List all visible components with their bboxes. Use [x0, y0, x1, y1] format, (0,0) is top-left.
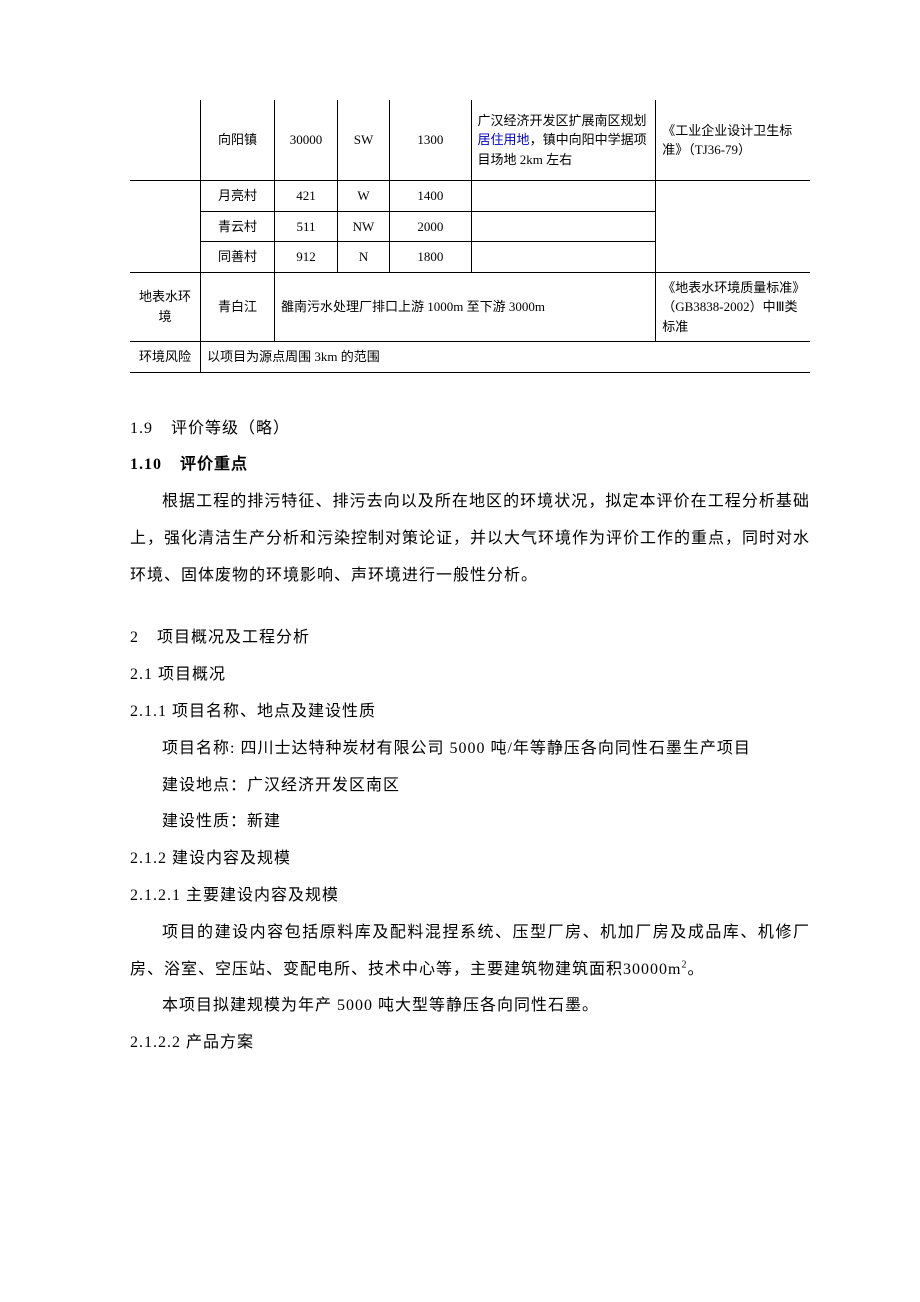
cell-std: 《工业企业设计卫生标准》（TJ36-79） — [656, 100, 810, 181]
landuse-link: 居住用地 — [478, 132, 530, 147]
heading-2-1: 2.1 项目概况 — [130, 657, 810, 694]
heading-2-1-2: 2.1.2 建设内容及规模 — [130, 841, 810, 878]
cell-dir: W — [337, 181, 389, 212]
cell-pop: 30000 — [274, 100, 337, 181]
heading-2-1-2-2: 2.1.2.2 产品方案 — [130, 1025, 810, 1062]
cell-town: 月亮村 — [201, 181, 275, 212]
heading-1-9: 1.9评价等级（略） — [130, 411, 810, 448]
cell-desc — [471, 242, 656, 273]
cell-blank — [130, 181, 201, 273]
cell-pop: 912 — [274, 242, 337, 273]
evaluation-scope-table: 向阳镇 30000 SW 1300 广汉经济开发区扩展南区规划居住用地，镇中向阳… — [130, 100, 810, 373]
cell-dist: 1400 — [390, 181, 471, 212]
table-row: 向阳镇 30000 SW 1300 广汉经济开发区扩展南区规划居住用地，镇中向阳… — [130, 100, 810, 181]
cell-desc: 广汉经济开发区扩展南区规划居住用地，镇中向阳中学据项目场地 2km 左右 — [471, 100, 656, 181]
spacer — [130, 594, 810, 620]
heading-2-1-2-1: 2.1.2.1 主要建设内容及规模 — [130, 878, 810, 915]
cell-desc — [471, 181, 656, 212]
table-row: 月亮村 421 W 1400 — [130, 181, 810, 212]
heading-2: 2项目概况及工程分析 — [130, 620, 810, 657]
paragraph-1-10: 根据工程的排污特征、排污去向以及所在地区的环境状况，拟定本评价在工程分析基础上，… — [130, 484, 810, 594]
cell-std — [656, 181, 810, 273]
cell-desc — [471, 211, 656, 242]
cell-category: 环境风险 — [130, 342, 201, 373]
cell-town: 向阳镇 — [201, 100, 275, 181]
table-row-risk: 环境风险 以项目为源点周围 3km 的范围 — [130, 342, 810, 373]
cell-category: 地表水环境 — [130, 272, 201, 342]
cell-blank — [130, 100, 201, 181]
cell-dir: NW — [337, 211, 389, 242]
cell-dir: N — [337, 242, 389, 273]
cell-water-desc: 雒南污水处理厂排口上游 1000m 至下游 3000m — [274, 272, 655, 342]
heading-2-1-1: 2.1.1 项目名称、地点及建设性质 — [130, 694, 810, 731]
cell-risk-desc: 以项目为源点周围 3km 的范围 — [201, 342, 810, 373]
paragraph-2121-1: 项目的建设内容包括原料库及配料混捏系统、压型厂房、机加厂房及成品库、机修厂房、浴… — [130, 915, 810, 989]
cell-town: 青云村 — [201, 211, 275, 242]
cell-dir: SW — [337, 100, 389, 181]
cell-pop: 511 — [274, 211, 337, 242]
cell-dist: 2000 — [390, 211, 471, 242]
table-row-water: 地表水环境 青白江 雒南污水处理厂排口上游 1000m 至下游 3000m 《地… — [130, 272, 810, 342]
project-nature: 建设性质：新建 — [130, 804, 810, 841]
cell-water-std: 《地表水环境质量标准》（GB3838-2002）中Ⅲ类标准 — [656, 272, 810, 342]
project-name: 项目名称: 四川士达特种炭材有限公司 5000 吨/年等静压各向同性石墨生产项目 — [130, 731, 810, 768]
cell-dist: 1300 — [390, 100, 471, 181]
project-location: 建设地点：广汉经济开发区南区 — [130, 768, 810, 805]
cell-dist: 1800 — [390, 242, 471, 273]
paragraph-2121-2: 本项目拟建规模为年产 5000 吨大型等静压各向同性石墨。 — [130, 988, 810, 1025]
document-page: 向阳镇 30000 SW 1300 广汉经济开发区扩展南区规划居住用地，镇中向阳… — [0, 0, 920, 1302]
cell-river: 青白江 — [201, 272, 275, 342]
heading-1-10: 1.10评价重点 — [130, 447, 810, 484]
cell-town: 同善村 — [201, 242, 275, 273]
cell-pop: 421 — [274, 181, 337, 212]
